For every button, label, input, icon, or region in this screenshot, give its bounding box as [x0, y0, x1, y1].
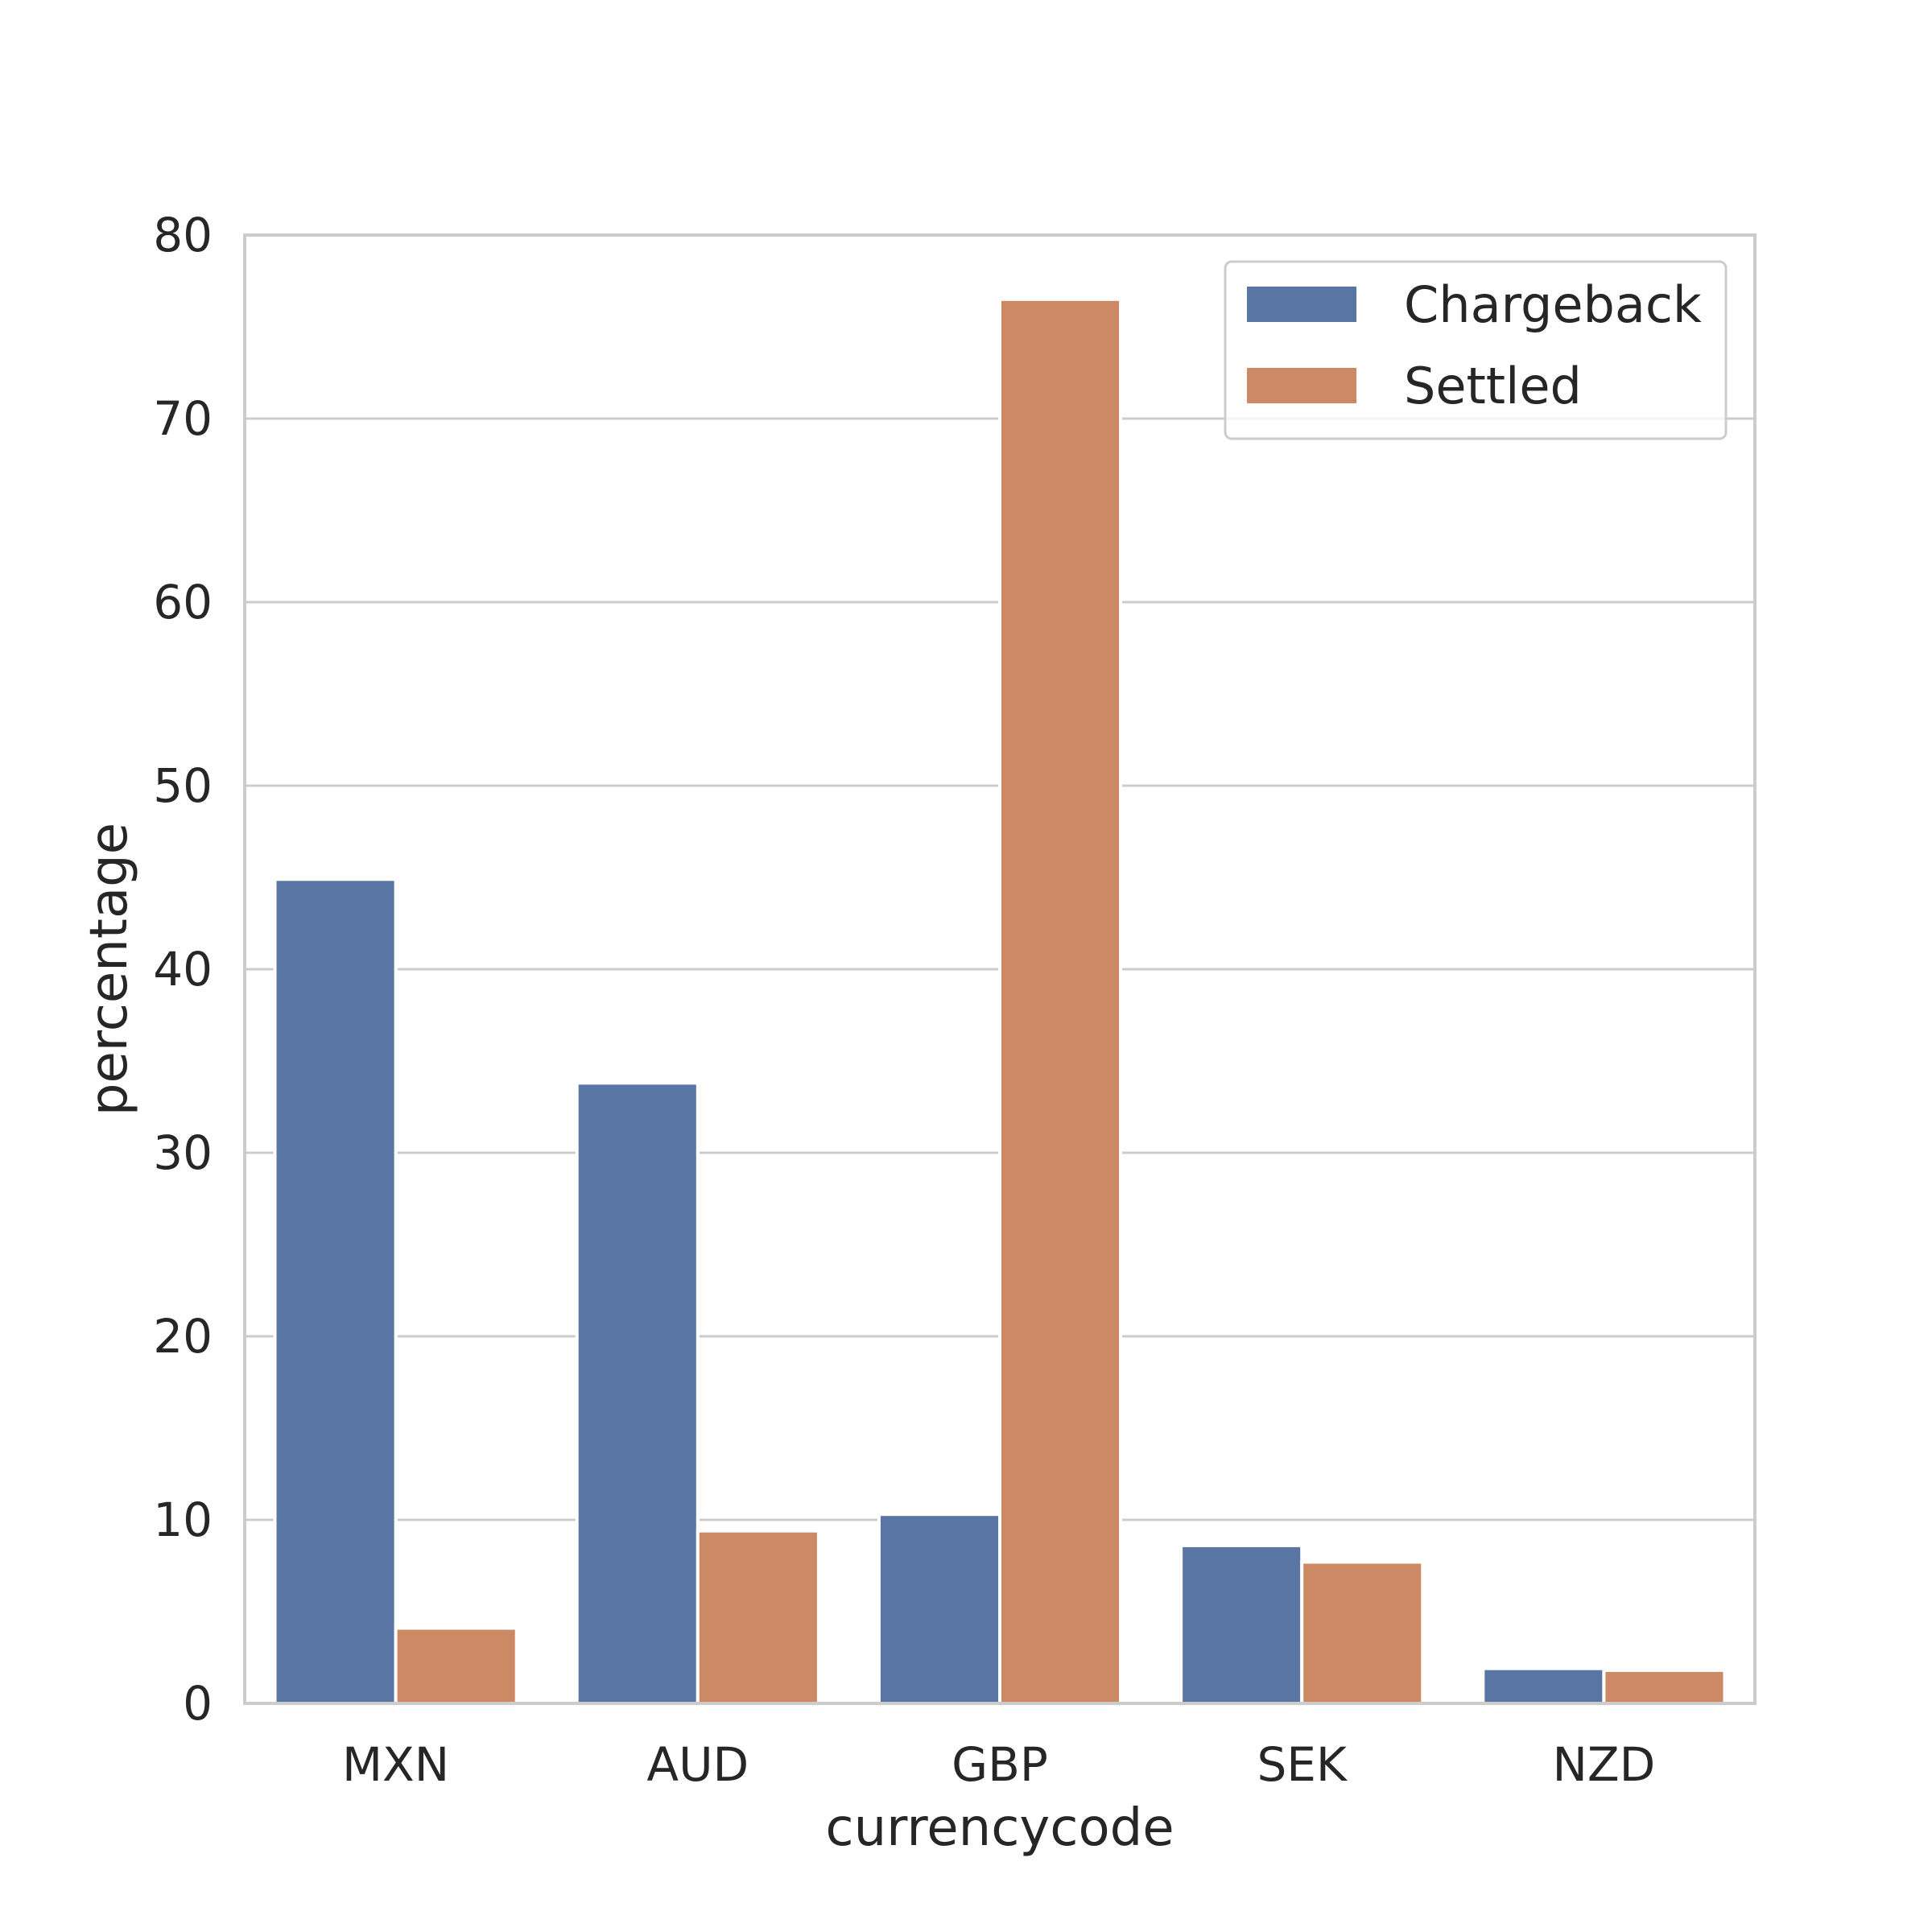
bar-settled-sek [1300, 1560, 1425, 1705]
bar-chargeback-aud [575, 1081, 700, 1705]
y-tick-label: 60 [153, 575, 213, 630]
bar-settled-aud [696, 1529, 820, 1706]
y-tick-label: 80 [153, 208, 213, 262]
y-axis-label: percentage [80, 823, 139, 1116]
bar-chargeback-mxn [273, 877, 398, 1705]
y-tick-label: 20 [153, 1309, 213, 1364]
bars [273, 297, 1727, 1706]
y-tick-label: 0 [183, 1676, 213, 1731]
bar-settled-gbp [998, 297, 1123, 1705]
bar-settled-mxn [394, 1626, 518, 1706]
bar-settled-nzd [1602, 1668, 1727, 1705]
x-tick-label: MXN [342, 1737, 449, 1792]
y-tick-label: 70 [153, 391, 213, 446]
legend-swatch-chargeback [1247, 287, 1356, 322]
y-tick-label: 30 [153, 1125, 213, 1180]
legend-label-settled: Settled [1404, 357, 1582, 415]
x-tick-label: SEK [1257, 1737, 1348, 1792]
plot-frame [243, 233, 1757, 1705]
y-tick-label: 10 [153, 1492, 213, 1547]
y-tick-label: 40 [153, 942, 213, 997]
x-axis-ticks: MXN AUD GBP SEK NZD [342, 1737, 1655, 1792]
legend-label-chargeback: Chargeback [1404, 275, 1702, 334]
y-tick-label: 50 [153, 758, 213, 813]
bar-chargeback-gbp [877, 1513, 1002, 1706]
x-tick-label: AUD [646, 1737, 749, 1792]
x-tick-label: GBP [952, 1737, 1048, 1792]
y-axis-ticks: 0 10 20 30 40 50 60 70 80 [153, 208, 213, 1731]
legend: Chargeback Settled [1224, 260, 1728, 440]
legend-swatch-settled [1247, 368, 1356, 403]
x-tick-label: NZD [1553, 1737, 1656, 1792]
bar-chargeback-nzd [1481, 1666, 1606, 1705]
bar-chargeback-sek [1179, 1543, 1304, 1706]
x-axis-label: currencycode [825, 1798, 1174, 1858]
